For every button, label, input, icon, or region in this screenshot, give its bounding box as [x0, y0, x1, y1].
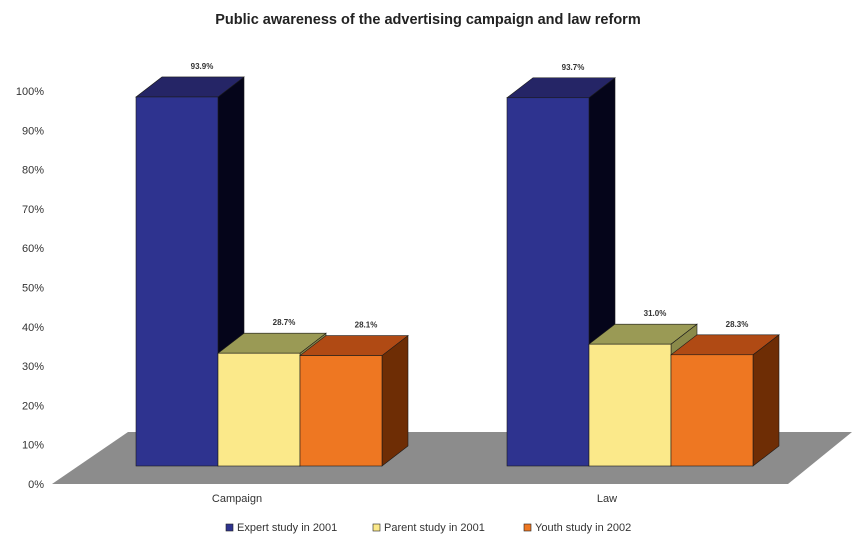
bar-front [670, 354, 754, 467]
data-label: 93.7% [562, 63, 585, 72]
data-label: 93.9% [191, 62, 214, 71]
x-tick-label: Campaign [212, 493, 262, 505]
y-tick-label: 0% [28, 479, 44, 491]
y-tick-label: 10% [22, 440, 44, 452]
y-tick-label: 90% [22, 125, 44, 137]
bar-front [506, 97, 590, 467]
bar: 28.3% [670, 320, 780, 467]
bar: 93.7% [506, 63, 616, 467]
data-label: 31.0% [644, 309, 667, 318]
legend-swatch [523, 523, 532, 532]
legend-label: Parent study in 2001 [384, 522, 485, 534]
y-tick-label: 50% [22, 283, 44, 295]
y-tick-label: 60% [22, 243, 44, 255]
legend-swatch [225, 523, 234, 532]
chart-title: Public awareness of the advertising camp… [215, 12, 640, 28]
legend-label: Expert study in 2001 [237, 522, 337, 534]
bar: 28.1% [299, 321, 409, 467]
legend-item: Youth study in 2002 [523, 522, 631, 534]
y-tick-label: 30% [22, 361, 44, 373]
y-axis: 0% 10% 20% 30% 40% 50% 60% 70% 80% 90% 100% [16, 86, 44, 491]
bar-front [135, 96, 219, 467]
data-label: 28.3% [726, 320, 749, 329]
y-tick-label: 20% [22, 400, 44, 412]
y-tick-label: 40% [22, 322, 44, 334]
x-axis: Campaign Law [212, 493, 617, 505]
y-tick-label: 100% [16, 86, 44, 98]
bar-side [381, 334, 409, 467]
bar-front [217, 352, 301, 467]
legend-label: Youth study in 2002 [535, 522, 631, 534]
y-tick-label: 70% [22, 204, 44, 216]
bar-side [752, 334, 780, 467]
bar-front [588, 343, 672, 467]
legend: Expert study in 2001 Parent study in 2001… [225, 522, 631, 534]
y-tick-label: 80% [22, 165, 44, 177]
data-label: 28.1% [355, 321, 378, 330]
x-tick-label: Law [597, 493, 617, 505]
bars: 93.9% 28.7% 28.1% 93.7% 31.0% 28.3% [135, 62, 780, 467]
data-label: 28.7% [273, 318, 296, 327]
legend-swatch [372, 523, 381, 532]
legend-item: Expert study in 2001 [225, 522, 337, 534]
legend-item: Parent study in 2001 [372, 522, 485, 534]
bar-front [299, 355, 383, 467]
